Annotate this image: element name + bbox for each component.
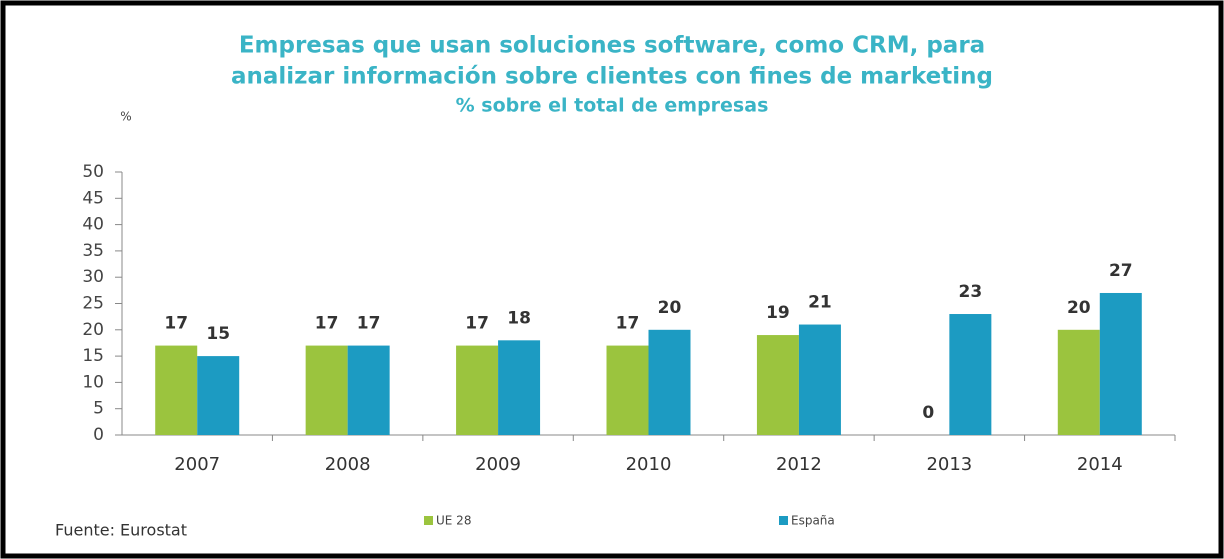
y-tick-label: 20 (82, 320, 104, 340)
x-tick-label: 2013 (926, 454, 972, 475)
y-tick-label: 0 (93, 425, 104, 445)
value-label: 15 (206, 324, 230, 344)
legend-swatch (424, 516, 433, 525)
x-tick-label: 2010 (626, 454, 672, 475)
y-tick-label: 25 (82, 294, 104, 314)
value-label: 27 (1109, 261, 1133, 281)
y-tick-label: 5 (93, 399, 104, 419)
x-tick-label: 2007 (174, 454, 220, 475)
value-label: 17 (357, 314, 381, 334)
y-tick-label: 45 (82, 188, 104, 208)
bar (498, 340, 541, 435)
value-label: 17 (164, 314, 188, 334)
y-tick-label: 35 (82, 241, 104, 261)
legend-swatch (779, 516, 788, 525)
value-label: 17 (465, 314, 489, 334)
value-label: 23 (959, 282, 983, 302)
y-axis-label: % (120, 110, 131, 124)
value-label: 0 (922, 403, 934, 423)
chart-subtitle: % sobre el total de empresas (456, 95, 769, 117)
value-label: 20 (658, 298, 682, 318)
bar (648, 329, 691, 435)
value-label: 18 (507, 308, 531, 328)
chart-title: analizar información sobre clientes con … (231, 64, 993, 90)
bar (347, 345, 390, 435)
chart-title: Empresas que usan soluciones software, c… (239, 33, 985, 59)
value-label: 21 (808, 293, 832, 313)
bar (798, 324, 841, 435)
value-label: 17 (315, 314, 339, 334)
y-tick-label: 40 (82, 215, 104, 235)
x-tick-label: 2009 (475, 454, 521, 475)
bar (155, 345, 198, 435)
y-tick-label: 10 (82, 372, 104, 392)
value-label: 19 (766, 303, 790, 323)
x-tick-label: 2014 (1077, 454, 1123, 475)
value-label: 20 (1067, 298, 1091, 318)
y-tick-label: 30 (82, 267, 104, 287)
source: Fuente: Eurostat (55, 521, 187, 540)
y-tick-label: 15 (82, 346, 104, 366)
bar (1099, 292, 1142, 435)
bar (606, 345, 649, 435)
bar (456, 345, 499, 435)
x-tick-label: 2012 (776, 454, 822, 475)
x-tick-label: 2008 (325, 454, 371, 475)
bar (305, 345, 348, 435)
bar (949, 314, 992, 435)
bar (1057, 329, 1100, 435)
value-label: 17 (616, 314, 640, 334)
bar (197, 356, 240, 435)
bar (756, 335, 799, 435)
y-tick-label: 50 (82, 162, 104, 182)
legend-label: UE 28 (436, 514, 471, 528)
legend-label: España (791, 514, 835, 528)
